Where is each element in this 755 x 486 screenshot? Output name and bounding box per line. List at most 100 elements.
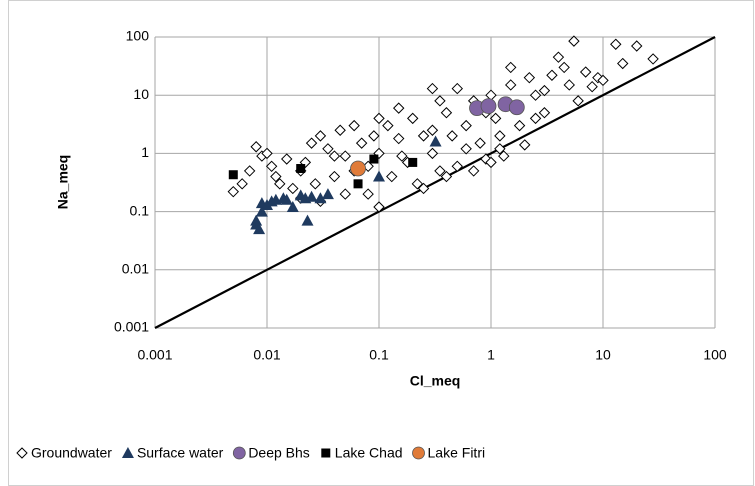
legend-marker — [321, 448, 331, 458]
point — [339, 150, 351, 162]
point — [322, 143, 334, 155]
point — [280, 193, 293, 205]
x-tick-label: 100 — [703, 347, 727, 363]
y-tick-label: 1 — [141, 144, 149, 160]
point — [373, 112, 385, 125]
point — [296, 164, 306, 174]
point — [434, 95, 446, 107]
point — [362, 188, 374, 200]
legend-label: Deep Bhs — [248, 445, 309, 461]
x-tick-label: 0.1 — [369, 347, 389, 363]
legend-marker — [16, 447, 28, 459]
point — [429, 135, 442, 147]
point — [250, 214, 263, 226]
point — [446, 130, 458, 142]
point — [505, 79, 517, 91]
point — [355, 137, 368, 149]
point — [460, 143, 472, 155]
point — [408, 157, 418, 167]
point — [305, 137, 318, 149]
point — [485, 156, 497, 169]
y-tick-label: 10 — [133, 86, 149, 102]
point — [261, 147, 273, 160]
point — [467, 165, 480, 177]
point — [369, 154, 379, 164]
point — [373, 201, 385, 213]
point — [353, 179, 363, 189]
point — [265, 160, 278, 173]
point — [309, 178, 322, 190]
point — [647, 53, 659, 65]
point — [393, 132, 405, 145]
point — [572, 95, 584, 107]
point — [568, 35, 580, 47]
point — [498, 150, 510, 162]
point — [328, 170, 341, 183]
point — [393, 102, 405, 114]
point — [396, 150, 408, 162]
point — [586, 80, 598, 93]
point — [250, 141, 262, 153]
point — [426, 82, 439, 95]
point — [546, 69, 558, 81]
point — [474, 137, 486, 149]
point — [382, 119, 394, 132]
point — [373, 170, 385, 182]
point — [368, 130, 380, 142]
legend: Groundwater Surface water Deep Bhs Lake Cha… — [16, 445, 486, 461]
legend-label: Lake Chad — [335, 445, 403, 461]
point — [299, 156, 312, 169]
y-tick-label: 0.001 — [114, 319, 149, 335]
point — [255, 205, 268, 217]
point — [610, 38, 622, 50]
point — [513, 119, 526, 132]
point — [505, 61, 517, 74]
point — [558, 61, 570, 74]
point — [538, 107, 551, 119]
point — [480, 98, 497, 114]
point — [236, 178, 248, 190]
point — [460, 119, 472, 132]
x-tick-label: 1 — [487, 347, 495, 363]
legend-label: Surface water — [137, 445, 224, 461]
point — [334, 124, 346, 136]
point — [434, 165, 446, 177]
point — [417, 130, 430, 142]
legend-label: Groundwater — [31, 445, 112, 461]
point — [529, 89, 542, 101]
legend-label: Lake Fitri — [428, 445, 486, 461]
point — [328, 150, 341, 162]
point — [426, 147, 439, 160]
y-tick-label: 0.1 — [130, 202, 150, 218]
point — [386, 170, 398, 183]
point — [519, 139, 531, 151]
legend-marker — [412, 446, 425, 460]
point — [523, 71, 536, 84]
y-tick-label: 0.01 — [122, 261, 149, 277]
point — [348, 119, 360, 132]
point — [350, 160, 366, 177]
point — [426, 124, 439, 136]
point — [287, 182, 299, 195]
point — [407, 112, 419, 125]
point — [552, 51, 565, 63]
point — [301, 214, 314, 226]
y-axis-label: Na_meq — [55, 155, 71, 209]
point — [339, 188, 351, 200]
point — [281, 153, 293, 165]
point — [321, 188, 334, 200]
x-tick-label: 0.001 — [137, 347, 172, 363]
point — [508, 99, 525, 116]
point — [314, 192, 327, 204]
point — [597, 74, 609, 87]
point — [227, 185, 239, 198]
point — [489, 112, 502, 125]
point — [270, 170, 282, 183]
point — [494, 130, 506, 142]
point — [563, 79, 575, 91]
y-tick-label: 100 — [126, 28, 150, 44]
legend-marker — [121, 447, 134, 458]
point — [440, 170, 453, 183]
x-tick-label: 10 — [595, 347, 611, 363]
